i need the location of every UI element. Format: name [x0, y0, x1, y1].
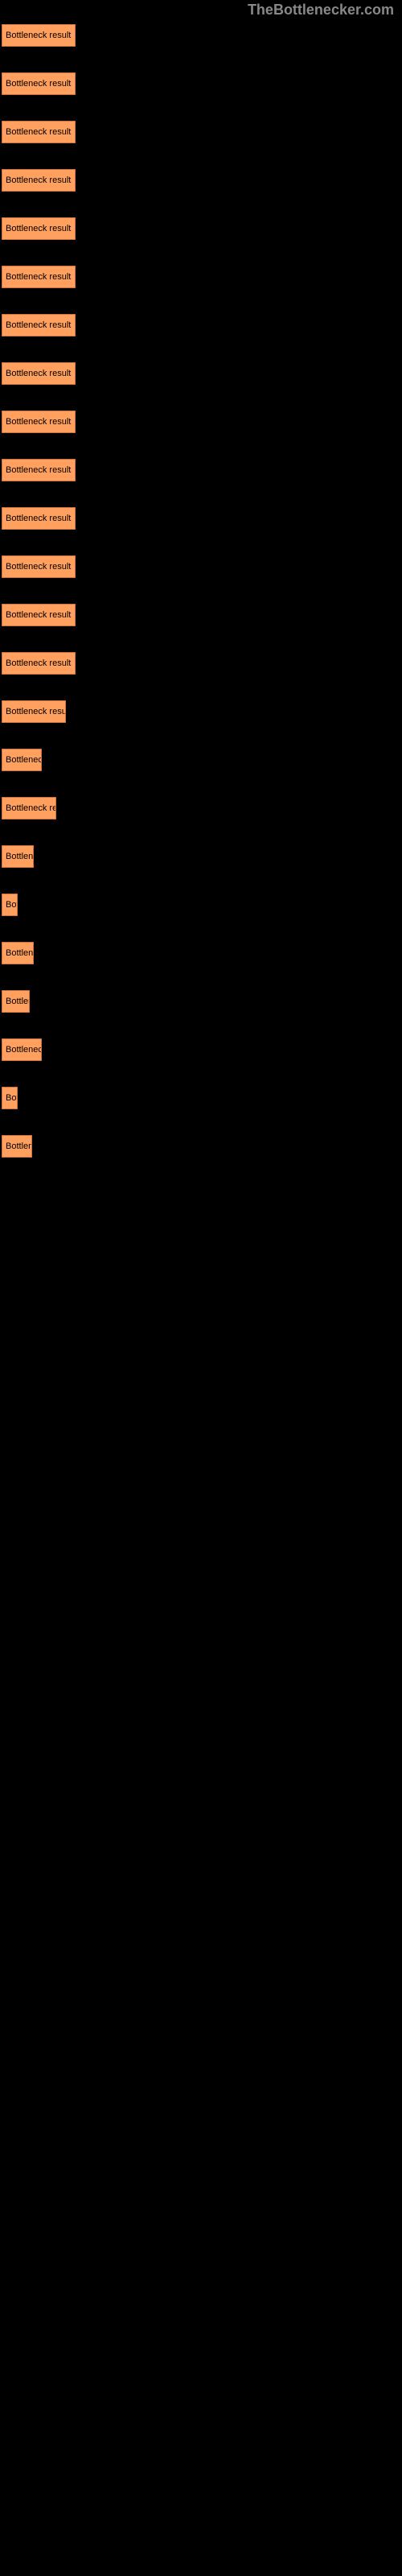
bar: Bottleneck result [2, 1087, 18, 1109]
bar-label: Bottleneck result [6, 997, 30, 1006]
bar-row: Bottleneck result [2, 217, 402, 240]
bar-label: Bottleneck result [6, 31, 71, 40]
bar-label: Bottleneck result [6, 417, 71, 427]
bar-row: Bottleneck result [2, 1087, 402, 1109]
bar-label: Bottleneck result [6, 79, 71, 89]
bar-row: Bottleneck result [2, 700, 402, 723]
bar: Bottleneck result [2, 604, 76, 626]
bar-row: Bottleneck result [2, 121, 402, 143]
bar: Bottleneck result [2, 411, 76, 433]
watermark: TheBottlenecker.com [248, 2, 394, 19]
bar-label: Bottleneck result [6, 465, 71, 475]
bar-label: Bottleneck result [6, 610, 71, 620]
bar-row: Bottleneck result [2, 652, 402, 675]
bar: Bottleneck result [2, 266, 76, 288]
bar: Bottleneck result [2, 72, 76, 95]
bar-row: Bottleneck result [2, 507, 402, 530]
bar-row: Bottleneck result [2, 314, 402, 336]
bar-label: Bottleneck result [6, 272, 71, 282]
bar-label: Bottleneck result [6, 658, 71, 668]
bar-label: Bottleneck result [6, 127, 71, 137]
bar-row: Bottleneck result [2, 604, 402, 626]
bar-label: Bottleneck result [6, 320, 71, 330]
bar-row: Bottleneck result [2, 990, 402, 1013]
bar: Bottleneck result [2, 942, 34, 964]
bar: Bottleneck result [2, 507, 76, 530]
bar: Bottleneck result [2, 169, 76, 192]
bar-label: Bottleneck result [6, 175, 71, 185]
bar-label: Bottleneck result [6, 224, 71, 233]
bar-row: Bottleneck result [2, 362, 402, 385]
bar: Bottleneck result [2, 749, 42, 771]
bar: Bottleneck result [2, 700, 66, 723]
bar-row: Bottleneck result [2, 1038, 402, 1061]
bar-row: Bottleneck result [2, 266, 402, 288]
bar-row: Bottleneck result [2, 894, 402, 916]
bar-label: Bottleneck result [6, 852, 34, 861]
bar-row: Bottleneck result [2, 749, 402, 771]
bar: Bottleneck result [2, 362, 76, 385]
bar-label: Bottleneck result [6, 369, 71, 378]
bar-label: Bottleneck result [6, 755, 42, 765]
bar-row: Bottleneck result [2, 797, 402, 819]
bar-row: Bottleneck result [2, 1135, 402, 1158]
bar: Bottleneck result [2, 797, 56, 819]
bar: Bottleneck result [2, 459, 76, 481]
bar-row: Bottleneck result [2, 845, 402, 868]
bar-chart: Bottleneck result Bottleneck result Bottle… [0, 0, 402, 1158]
bar: Bottleneck result [2, 845, 34, 868]
bar: Bottleneck result [2, 1135, 32, 1158]
bar-label: Bottleneck result [6, 948, 34, 958]
bar-row: Bottleneck result [2, 24, 402, 47]
bar-label: Bottleneck result [6, 1045, 42, 1055]
bar: Bottleneck result [2, 217, 76, 240]
bar: Bottleneck result [2, 24, 76, 47]
bar-row: Bottleneck result [2, 72, 402, 95]
bar-label: Bottleneck result [6, 1093, 18, 1103]
bar: Bottleneck result [2, 894, 18, 916]
bar: Bottleneck result [2, 121, 76, 143]
bar: Bottleneck result [2, 555, 76, 578]
bar: Bottleneck result [2, 652, 76, 675]
bar-row: Bottleneck result [2, 555, 402, 578]
bar-label: Bottleneck result [6, 900, 18, 910]
bar: Bottleneck result [2, 990, 30, 1013]
bar-label: Bottleneck result [6, 1141, 32, 1151]
bar-row: Bottleneck result [2, 459, 402, 481]
bar-label: Bottleneck result [6, 562, 71, 572]
bar: Bottleneck result [2, 1038, 42, 1061]
bar-row: Bottleneck result [2, 169, 402, 192]
bar-row: Bottleneck result [2, 411, 402, 433]
bar-label: Bottleneck result [6, 803, 56, 813]
bar-label: Bottleneck result [6, 707, 66, 716]
bar: Bottleneck result [2, 314, 76, 336]
bar-label: Bottleneck result [6, 514, 71, 523]
bar-row: Bottleneck result [2, 942, 402, 964]
